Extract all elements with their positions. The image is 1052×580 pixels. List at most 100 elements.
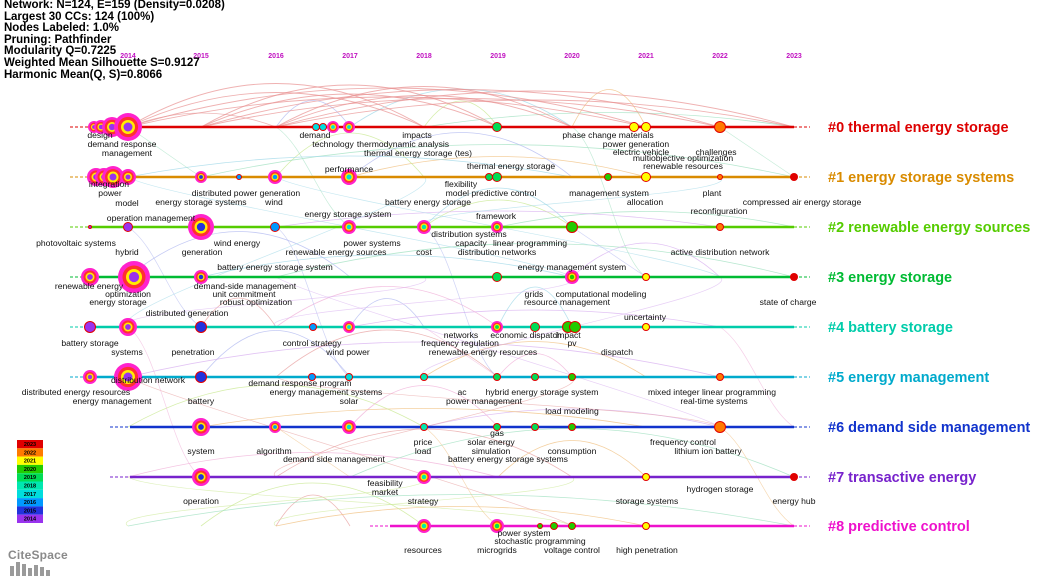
keyword-node[interactable]: [341, 169, 357, 185]
keyword-node[interactable]: [417, 519, 431, 533]
keyword-node[interactable]: [327, 121, 339, 133]
keyword-node[interactable]: [319, 123, 327, 131]
keyword-node[interactable]: [417, 470, 431, 484]
keyword-node[interactable]: [550, 522, 558, 530]
keyword-node[interactable]: [345, 373, 353, 381]
keyword-node[interactable]: [236, 174, 242, 180]
keyword-node[interactable]: [492, 172, 502, 182]
keyword-node[interactable]: [114, 113, 142, 141]
keyword-node[interactable]: [417, 220, 431, 234]
keyword-label: power systems: [343, 238, 400, 248]
keyword-node[interactable]: [83, 370, 97, 384]
keyword-node[interactable]: [343, 121, 355, 133]
cluster-label[interactable]: #8 predictive control: [828, 519, 970, 535]
keyword-node[interactable]: [118, 261, 150, 293]
legend-year-label: 2015: [24, 508, 36, 514]
keyword-node[interactable]: [88, 225, 92, 229]
keyword-node[interactable]: [716, 223, 724, 231]
keyword-node[interactable]: [194, 270, 208, 284]
keyword-node[interactable]: [530, 322, 540, 332]
keyword-node[interactable]: [642, 323, 650, 331]
keyword-node[interactable]: [790, 473, 798, 481]
keyword-node[interactable]: [269, 421, 281, 433]
keyword-node[interactable]: [642, 522, 650, 530]
keyword-node[interactable]: [641, 122, 651, 132]
keyword-node[interactable]: [195, 321, 207, 333]
legend-swatch: [17, 498, 43, 507]
cross-cluster-link: [275, 426, 351, 478]
keyword-node[interactable]: [84, 321, 96, 333]
keyword-node[interactable]: [188, 214, 214, 240]
keyword-node[interactable]: [309, 323, 317, 331]
cluster-label[interactable]: #5 energy management: [828, 370, 989, 386]
cross-cluster-link: [125, 276, 427, 328]
keyword-node[interactable]: [119, 318, 137, 336]
keyword-node[interactable]: [268, 170, 282, 184]
keyword-node[interactable]: [790, 273, 798, 281]
keyword-node[interactable]: [629, 122, 639, 132]
keyword-node[interactable]: [492, 272, 502, 282]
keyword-node[interactable]: [642, 473, 650, 481]
keyword-node[interactable]: [81, 268, 99, 286]
co-occurrence-link: [275, 286, 499, 328]
co-occurrence-link: [275, 329, 499, 378]
keyword-node[interactable]: [343, 321, 355, 333]
keyword-node[interactable]: [531, 373, 539, 381]
cluster-label[interactable]: #6 demand side management: [828, 420, 1030, 436]
keyword-node[interactable]: [123, 222, 133, 232]
keyword-node[interactable]: [114, 363, 142, 391]
keyword-node[interactable]: [195, 171, 207, 183]
keyword-node[interactable]: [714, 121, 726, 133]
keyword-node[interactable]: [568, 522, 576, 530]
keyword-node[interactable]: [420, 423, 428, 431]
co-occurrence-link: [349, 298, 425, 328]
keyword-node[interactable]: [492, 122, 502, 132]
keyword-node[interactable]: [192, 468, 210, 486]
keyword-node[interactable]: [568, 373, 576, 381]
keyword-node[interactable]: [790, 173, 798, 181]
keyword-node[interactable]: [493, 423, 501, 431]
keyword-label: high penetration: [616, 545, 678, 555]
keyword-node[interactable]: [565, 270, 579, 284]
keyword-node[interactable]: [537, 523, 543, 529]
keyword-node[interactable]: [568, 423, 576, 431]
cluster-label[interactable]: #2 renewable energy sources: [828, 220, 1030, 236]
keyword-node[interactable]: [604, 173, 612, 181]
keyword-node[interactable]: [717, 174, 723, 180]
keyword-node[interactable]: [716, 373, 724, 381]
keyword-node[interactable]: [195, 371, 207, 383]
keyword-node[interactable]: [270, 222, 280, 232]
keyword-label: management: [102, 148, 153, 158]
cluster-label[interactable]: #0 thermal energy storage: [828, 120, 1009, 136]
co-occurrence-link: [275, 100, 351, 128]
keyword-node[interactable]: [491, 321, 503, 333]
keyword-node[interactable]: [342, 420, 356, 434]
keyword-label: mixed integer linear programming: [648, 387, 776, 397]
keyword-node[interactable]: [308, 373, 316, 381]
cluster-label[interactable]: #1 energy storage systems: [828, 170, 1014, 186]
keyword-node[interactable]: [102, 166, 124, 188]
keyword-node[interactable]: [566, 221, 578, 233]
keyword-node[interactable]: [312, 123, 320, 131]
keyword-label: management system: [569, 188, 649, 198]
cluster-label[interactable]: #3 energy storage: [828, 270, 952, 286]
keyword-node[interactable]: [493, 373, 501, 381]
keyword-node[interactable]: [569, 321, 581, 333]
keyword-node[interactable]: [641, 172, 651, 182]
keyword-label: multiobjective optimization: [633, 153, 734, 163]
keyword-node[interactable]: [420, 373, 428, 381]
keyword-node[interactable]: [120, 169, 136, 185]
keyword-node[interactable]: [485, 173, 493, 181]
keyword-node[interactable]: [714, 421, 726, 433]
keyword-label: penetration: [171, 347, 214, 357]
keyword-node[interactable]: [491, 221, 503, 233]
cluster-label[interactable]: #7 transactive energy: [828, 470, 976, 486]
keyword-label: load: [415, 446, 431, 456]
keyword-node[interactable]: [192, 418, 210, 436]
legend-swatch: [17, 456, 43, 465]
keyword-node[interactable]: [342, 220, 356, 234]
keyword-node[interactable]: [531, 423, 539, 431]
cluster-label[interactable]: #4 battery storage: [828, 320, 953, 336]
keyword-node[interactable]: [490, 519, 504, 533]
keyword-node[interactable]: [642, 273, 650, 281]
